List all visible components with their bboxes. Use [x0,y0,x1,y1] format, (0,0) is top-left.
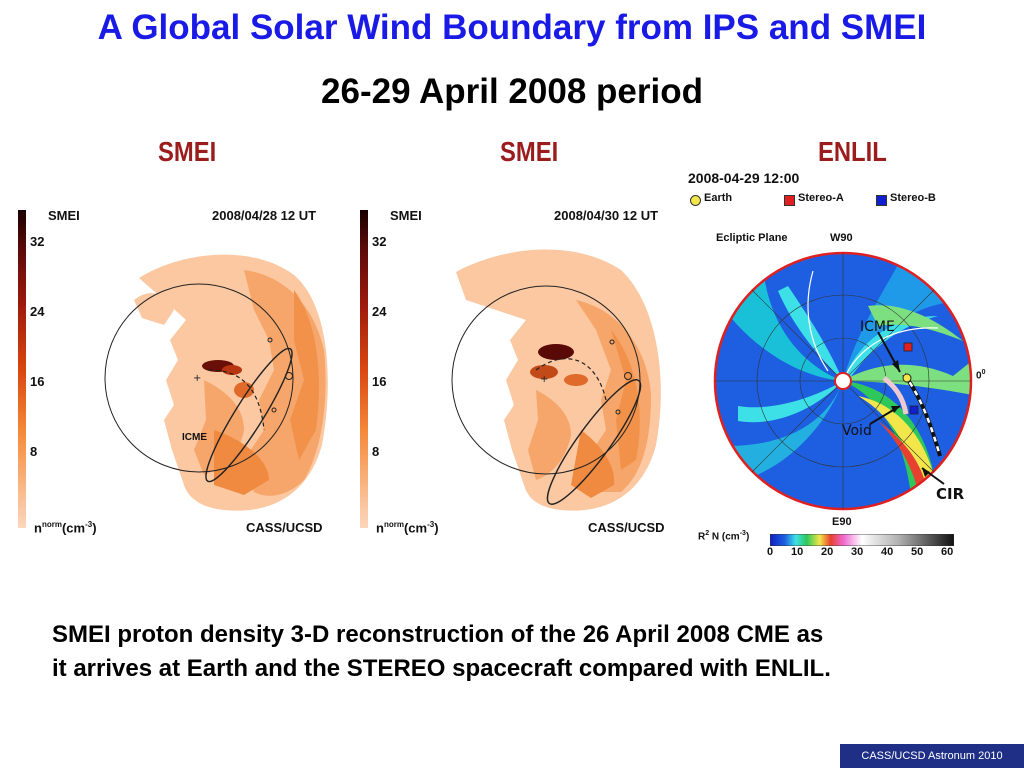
cb-tick-0: 0 [767,546,774,558]
smei-panel-1: SMEI 2008/04/28 12 UT 32 24 16 8 + ICME … [14,200,344,545]
enlil-cir-label: CIR [936,485,965,503]
enlil-colorbar-ticks: 0 10 20 30 40 50 60 [684,546,984,560]
cb-tick-50: 50 [911,546,924,558]
header-enlil: ENLIL [818,136,887,167]
panel-2-label: SMEI [390,208,422,223]
panel-1-credit: CASS/UCSD [246,520,323,535]
panel-2-tick-8: 8 [372,444,380,459]
panel-1-tick-8: 8 [30,444,38,459]
stereo-b-legend-icon [876,195,887,206]
legend-stereo-b: Stereo-B [890,192,936,204]
smei-density-map-1: + [104,254,328,511]
slide-subtitle: 26-29 April 2008 period [321,72,703,111]
cb-tick-10: 10 [791,546,804,558]
smei-density-map-2: + [451,249,661,511]
header-smei-left: SMEI [158,136,217,167]
enlil-panel: 2008-04-29 12:00 Earth Stereo-A Stereo-B… [684,166,986,566]
panel-2-tick-16: 16 [372,374,387,389]
earth-legend-icon [690,195,701,206]
panel-1-tick-16: 16 [30,374,45,389]
panel-2-tick-24: 24 [372,304,387,319]
panel-2-unit: nnorm(cm-3) [376,520,439,536]
enlil-icme-label: ICME [860,319,895,335]
enlil-datetime: 2008-04-29 12:00 [688,170,800,186]
enlil-legend: Earth Stereo-A Stereo-B [688,192,984,208]
legend-stereo-a: Stereo-A [798,192,844,204]
panel-2-tick-32: 32 [372,234,387,249]
panel-1-tick-32: 32 [30,234,45,249]
smei-colorbar-1 [18,210,26,528]
stereo-a-legend-icon [784,195,795,206]
svg-text:+: + [193,373,201,384]
caption-line-2: it arrives at Earth and the STEREO space… [52,655,831,682]
enlil-w90-label: W90 [830,232,853,244]
cb-tick-20: 20 [821,546,834,558]
enlil-ecliptic-map [713,251,973,511]
footer-credit: CASS/UCSD Astronum 2010 [840,744,1024,768]
smei-colorbar-2 [360,210,368,528]
enlil-void-label: Void [842,423,872,439]
panel-2-date: 2008/04/30 12 UT [554,208,659,223]
panel-1-label: SMEI [48,208,80,223]
enlil-plane-label: Ecliptic Plane [716,232,788,244]
slide-title: A Global Solar Wind Boundary from IPS an… [97,8,927,47]
panel-1-date: 2008/04/28 12 UT [212,208,317,223]
slide-caption: SMEI proton density 3-D reconstruction o… [52,618,982,686]
panel-1-icme-label: ICME [182,432,207,443]
header-smei-middle: SMEI [500,136,559,167]
panel-2-credit: CASS/UCSD [588,520,665,535]
enlil-colorbar-label: R2 N (cm-3) [698,530,750,543]
cb-tick-30: 30 [851,546,864,558]
enlil-colorbar [770,534,954,546]
panel-1-tick-24: 24 [30,304,45,319]
panel-1-unit: nnorm(cm-3) [34,520,97,536]
cb-tick-40: 40 [881,546,894,558]
legend-earth: Earth [704,192,733,204]
svg-text:+: + [540,374,548,385]
caption-line-1: SMEI proton density 3-D reconstruction o… [52,621,824,648]
cb-tick-60: 60 [941,546,954,558]
enlil-e90-label: E90 [832,516,852,528]
smei-panel-2: SMEI 2008/04/30 12 UT 32 24 16 8 + nnorm… [356,200,678,545]
enlil-zero-label: 00 [976,369,986,382]
